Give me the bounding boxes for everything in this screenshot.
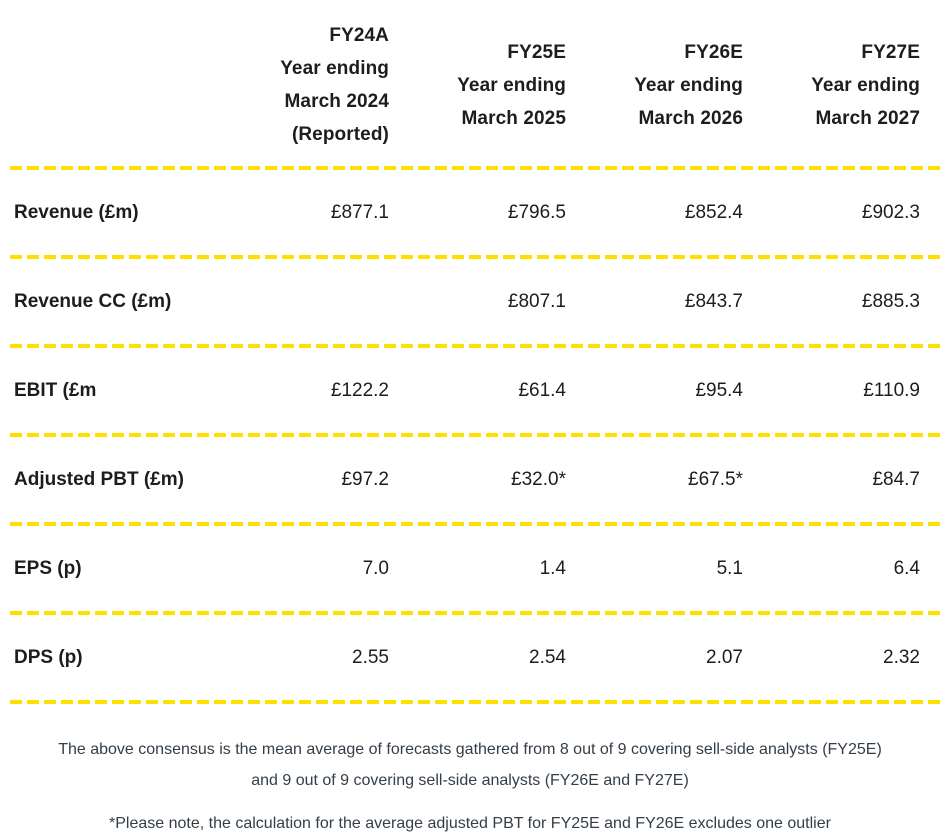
yellow-dashed-divider	[10, 255, 940, 259]
table-header-row: FY24A Year ending March 2024 (Reported) …	[0, 0, 940, 166]
cell-fy27e: £84.7	[872, 468, 920, 490]
column-header-fy26e: FY26E Year ending March 2026	[566, 36, 743, 135]
column-subtitle: Year ending	[634, 74, 743, 96]
cell-fy24a: £877.1	[330, 201, 389, 223]
column-title: FY27E	[861, 41, 920, 63]
column-header-fy25e: FY25E Year ending March 2025	[389, 36, 566, 135]
column-title: FY26E	[684, 41, 743, 63]
row-label: DPS (p)	[14, 646, 83, 668]
table-row-revenue: Revenue (£m) £877.1 £796.5 £852.4 £902.3	[0, 170, 940, 255]
cell-fy27e: 2.32	[883, 646, 920, 668]
column-subtitle: March 2025	[461, 107, 566, 129]
column-subtitle: Year ending	[811, 74, 920, 96]
cell-fy26e: 2.07	[706, 646, 743, 668]
consensus-footnote-line1: The above consensus is the mean average …	[58, 741, 882, 758]
row-label: Revenue CC (£m)	[14, 290, 172, 312]
column-header-fy24a: FY24A Year ending March 2024 (Reported)	[212, 19, 389, 151]
cell-fy24a: £97.2	[341, 468, 389, 490]
cell-fy27e: £110.9	[863, 379, 920, 401]
row-label: EBIT (£m	[14, 379, 97, 401]
column-subtitle: March 2026	[638, 107, 743, 129]
column-subtitle: March 2027	[815, 107, 920, 129]
row-label: Adjusted PBT (£m)	[14, 468, 184, 490]
cell-fy25e: £796.5	[507, 201, 566, 223]
yellow-dashed-divider	[10, 522, 940, 526]
column-title: FY24A	[329, 25, 389, 46]
table-row-eps: EPS (p) 7.0 1.4 5.1 6.4	[0, 526, 940, 611]
row-label: EPS (p)	[14, 557, 82, 579]
cell-fy27e: 6.4	[893, 557, 920, 579]
cell-fy27e: £885.3	[861, 290, 920, 312]
yellow-dashed-divider	[10, 611, 940, 615]
row-label: Revenue (£m)	[14, 201, 139, 223]
cell-fy25e: £61.4	[518, 379, 566, 401]
cell-fy27e: £902.3	[861, 201, 920, 223]
table-row-revenue-cc: Revenue CC (£m) £807.1 £843.7 £885.3	[0, 259, 940, 344]
cell-fy26e: 5.1	[716, 557, 743, 579]
cell-fy24a: 2.55	[352, 646, 389, 668]
yellow-dashed-divider	[10, 700, 940, 704]
cell-fy26e: £95.4	[695, 379, 743, 401]
cell-fy25e: £32.0*	[511, 468, 566, 490]
cell-fy26e: £843.7	[684, 290, 743, 312]
cell-fy24a: 7.0	[362, 557, 389, 579]
table-row-adjusted-pbt: Adjusted PBT (£m) £97.2 £32.0* £67.5* £8…	[0, 437, 940, 522]
yellow-dashed-divider	[10, 344, 940, 348]
column-subtitle: March 2024	[284, 91, 389, 112]
consensus-footnote: The above consensus is the mean average …	[0, 734, 940, 796]
column-subtitle: Year ending	[457, 74, 566, 96]
cell-fy25e: 2.54	[529, 646, 566, 668]
yellow-dashed-divider	[10, 166, 940, 170]
column-subtitle: (Reported)	[291, 124, 389, 145]
yellow-dashed-divider	[10, 433, 940, 437]
column-header-fy27e: FY27E Year ending March 2027	[743, 36, 920, 135]
table-row-dps: DPS (p) 2.55 2.54 2.07 2.32	[0, 615, 940, 700]
column-title: FY25E	[507, 41, 566, 63]
table-row-ebit: EBIT (£m £122.2 £61.4 £95.4 £110.9	[0, 348, 940, 433]
column-subtitle: Year ending	[280, 58, 389, 79]
consensus-footnote-line2: and 9 out of 9 covering sell-side analys…	[251, 772, 689, 789]
cell-fy26e: £67.5*	[688, 468, 743, 490]
cell-fy26e: £852.4	[684, 201, 743, 223]
outlier-footnote: *Please note, the calculation for the av…	[109, 815, 831, 832]
cell-fy25e: £807.1	[507, 290, 566, 312]
cell-fy25e: 1.4	[539, 557, 566, 579]
cell-fy24a: £122.2	[330, 379, 389, 401]
